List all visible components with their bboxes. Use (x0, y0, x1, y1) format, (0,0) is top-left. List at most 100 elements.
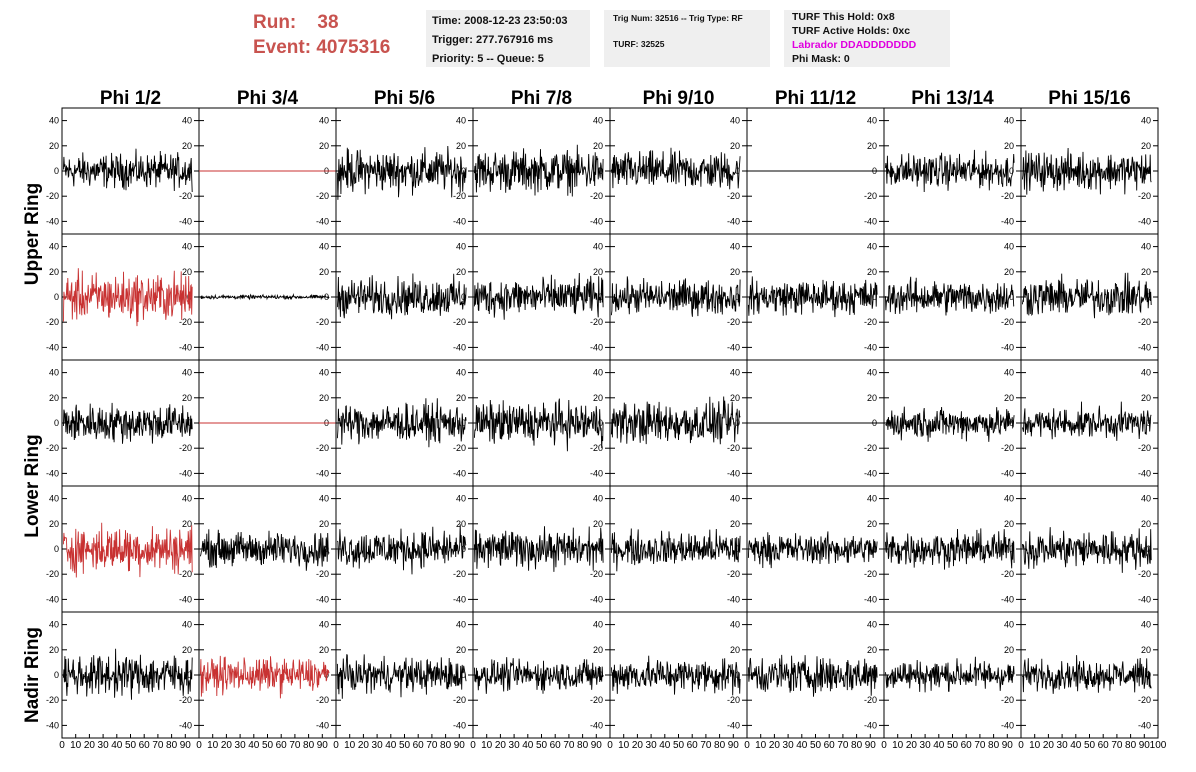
y-tick-label: 20 (1141, 519, 1151, 529)
y-tick-label: 20 (49, 141, 59, 151)
y-tick-label: -40 (316, 216, 329, 226)
x-tick-label: 10 (207, 740, 219, 751)
y-tick-label: -40 (864, 720, 877, 730)
y-tick-label: 20 (867, 645, 877, 655)
y-tick-label: -20 (590, 191, 603, 201)
x-tick-label: 0 (1018, 740, 1024, 751)
y-tick-label: 0 (54, 418, 59, 428)
y-tick-label: 40 (49, 116, 59, 126)
y-tick-label: 20 (319, 393, 329, 403)
y-tick-label: -20 (46, 443, 59, 453)
y-tick-label: -20 (590, 569, 603, 579)
y-tick-label: 40 (319, 620, 329, 630)
x-tick-label: 0 (196, 740, 202, 751)
phi-mask-text: Phi Mask: 0 (792, 53, 850, 65)
y-tick-label: 20 (49, 393, 59, 403)
y-tick-label: -40 (590, 594, 603, 604)
y-tick-label: -20 (1138, 191, 1151, 201)
y-tick-label: -40 (179, 720, 192, 730)
y-tick-label: 40 (1004, 242, 1014, 252)
x-tick-label: 90 (180, 740, 192, 751)
waveform-trace (610, 147, 741, 190)
y-tick-label: -20 (864, 443, 877, 453)
waveform-trace (747, 276, 878, 318)
y-tick-label: -20 (590, 443, 603, 453)
y-tick-label: -40 (864, 468, 877, 478)
y-tick-label: -20 (179, 695, 192, 705)
y-tick-label: -20 (316, 695, 329, 705)
y-tick-label: -20 (179, 443, 192, 453)
trigger-text: Trigger: 277.767916 ms (432, 34, 554, 46)
y-tick-label: -20 (1001, 191, 1014, 201)
y-tick-label: 40 (867, 116, 877, 126)
y-tick-label: -40 (453, 342, 466, 352)
y-tick-label: 20 (456, 519, 466, 529)
y-tick-label: 40 (1004, 368, 1014, 378)
waveform-trace (1021, 655, 1152, 694)
y-tick-label: 40 (49, 494, 59, 504)
y-tick-label: -40 (1138, 468, 1151, 478)
y-tick-label: -40 (590, 342, 603, 352)
y-tick-label: -40 (179, 468, 192, 478)
y-tick-label: 40 (319, 494, 329, 504)
x-tick-label: 70 (974, 740, 986, 751)
y-tick-label: -20 (1138, 695, 1151, 705)
y-tick-label: -40 (590, 720, 603, 730)
x-tick-label: 0 (881, 740, 887, 751)
waveform-trace (473, 272, 604, 320)
y-tick-label: -20 (453, 317, 466, 327)
y-tick-label: 20 (593, 267, 603, 277)
y-tick-label: 0 (1009, 544, 1014, 554)
y-tick-label: -40 (453, 468, 466, 478)
labrador-text: Labrador DDADDDDDDD (792, 39, 917, 51)
x-tick-label: 0 (333, 740, 339, 751)
y-tick-label: 40 (593, 368, 603, 378)
x-tick-label: 60 (961, 740, 973, 751)
y-tick-label: -20 (46, 695, 59, 705)
y-tick-label: -40 (316, 720, 329, 730)
waveform-trace (62, 148, 193, 193)
y-tick-label: 20 (182, 141, 192, 151)
y-tick-label: -20 (316, 317, 329, 327)
waveform-trace (336, 524, 467, 575)
y-tick-label: 20 (1141, 393, 1151, 403)
y-tick-label: 40 (867, 368, 877, 378)
x-tick-label: 50 (262, 740, 274, 751)
y-tick-label: 40 (182, 620, 192, 630)
y-tick-label: -40 (864, 594, 877, 604)
x-tick-label: 10 (70, 740, 82, 751)
x-tick-label: 20 (906, 740, 918, 751)
y-tick-label: -20 (46, 191, 59, 201)
waveform-trace (747, 531, 878, 569)
y-tick-label: 20 (456, 141, 466, 151)
x-tick-label: 60 (550, 740, 562, 751)
y-tick-label: 20 (319, 267, 329, 277)
x-tick-label: 40 (248, 740, 260, 751)
y-tick-label: -40 (590, 468, 603, 478)
y-tick-label: 20 (1141, 645, 1151, 655)
x-tick-label: 30 (1057, 740, 1069, 751)
x-tick-label: 20 (769, 740, 781, 751)
x-tick-label: 40 (522, 740, 534, 751)
waveform-trace (610, 655, 741, 696)
y-tick-label: 20 (730, 519, 740, 529)
x-tick-label: 90 (728, 740, 740, 751)
x-tick-label: 20 (1043, 740, 1055, 751)
y-tick-label: -40 (179, 594, 192, 604)
y-tick-label: -20 (1138, 443, 1151, 453)
waveform-trace (62, 402, 193, 444)
ring-label: Upper Ring (22, 183, 43, 285)
x-tick-label: 90 (1002, 740, 1014, 751)
x-tick-label: 60 (413, 740, 425, 751)
x-tick-label: 10 (892, 740, 904, 751)
x-tick-label: 80 (166, 740, 178, 751)
x-tick-label: 80 (440, 740, 452, 751)
y-tick-label: -40 (316, 342, 329, 352)
x-tick-label: 90 (454, 740, 466, 751)
y-tick-label: 40 (730, 368, 740, 378)
y-tick-label: -40 (46, 216, 59, 226)
y-tick-label: 40 (730, 242, 740, 252)
x-tick-label: 30 (98, 740, 110, 751)
x-tick-label: 70 (563, 740, 575, 751)
y-tick-label: 40 (867, 242, 877, 252)
